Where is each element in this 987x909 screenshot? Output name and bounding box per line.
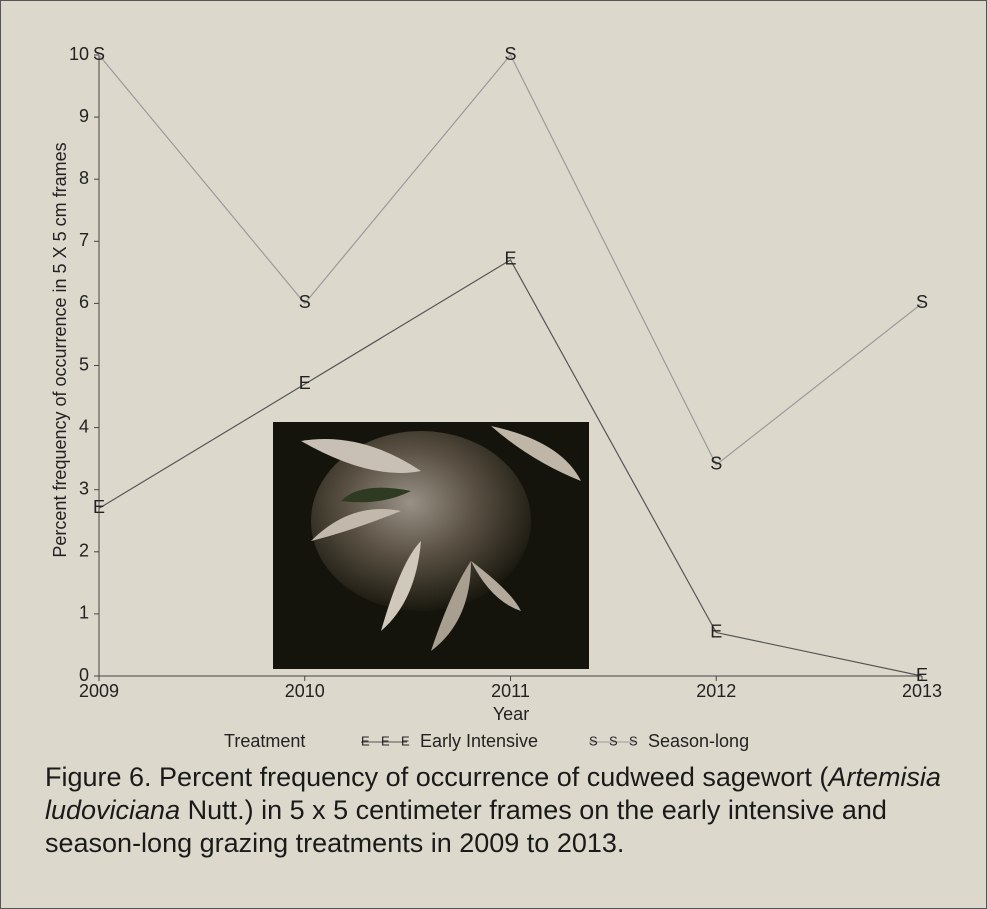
chart: Percent frequency of occurrence in 5 X 5… — [50, 44, 942, 751]
series-line — [98, 53, 923, 466]
y-tick-label: 10 — [69, 44, 89, 64]
caption-species: Artemisia ludoviciana — [45, 762, 941, 825]
series-line — [98, 259, 923, 677]
legend-marker: S — [589, 733, 598, 748]
x-axis-label: Year — [493, 704, 529, 724]
point-marker: S — [710, 454, 722, 474]
legend-marker: S — [629, 733, 638, 748]
point-marker: S — [504, 44, 516, 64]
y-tick-label: 7 — [79, 230, 89, 250]
y-axis-label: Percent frequency of occurrence in 5 X 5… — [50, 142, 70, 557]
point-marker: E — [93, 497, 105, 517]
photo — [273, 422, 589, 669]
x-tick-label: 2012 — [696, 681, 736, 701]
legend-title: Treatment — [224, 731, 305, 751]
y-tick-label: 6 — [79, 292, 89, 312]
legend-label: Early Intensive — [420, 731, 538, 751]
point-marker: E — [299, 373, 311, 393]
x-tick-label: 2011 — [491, 681, 530, 701]
y-tick-label: 3 — [79, 478, 89, 498]
x-tick-label: 2010 — [285, 681, 325, 701]
legend-marker: E — [381, 733, 390, 748]
legend-marker: S — [609, 733, 618, 748]
y-tick-label: 2 — [79, 541, 89, 561]
point-marker: S — [299, 292, 311, 312]
y-tick-label: 8 — [79, 168, 89, 188]
x-tick-label: 2013 — [902, 681, 942, 701]
legend-marker: E — [401, 733, 410, 748]
point-marker: E — [504, 249, 516, 269]
y-tick-label: 1 — [79, 603, 89, 623]
y-tick-label: 4 — [79, 416, 89, 436]
legend-marker: E — [361, 733, 370, 748]
y-tick-label: 5 — [79, 354, 89, 374]
x-tick-label: 2009 — [79, 681, 119, 701]
caption-text: Nutt.) in 5 x 5 centimeter frames on the… — [45, 795, 887, 858]
caption-text: Figure 6. Percent frequency of occurrenc… — [45, 762, 829, 792]
legend-label: Season-long — [648, 731, 749, 751]
point-marker: E — [710, 621, 722, 641]
y-tick-label: 0 — [79, 665, 89, 685]
point-marker: S — [916, 292, 928, 312]
caption: Figure 6. Percent frequency of occurrenc… — [45, 761, 945, 860]
y-tick-label: 9 — [79, 106, 89, 126]
point-marker: S — [93, 44, 105, 64]
point-marker: E — [916, 665, 928, 685]
